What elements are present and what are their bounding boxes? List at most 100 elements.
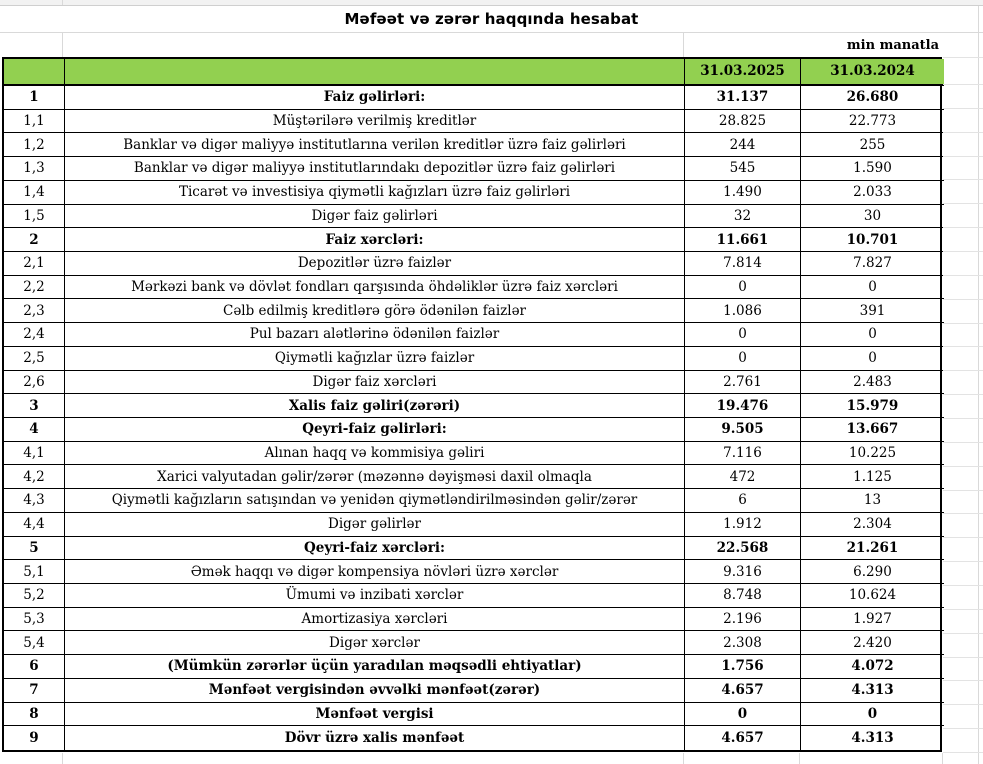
value-2025-cell[interactable]: 7.814 xyxy=(685,251,801,276)
value-2025-cell[interactable]: 32 xyxy=(685,204,801,229)
row-label-cell[interactable]: Əmək haqqı və digər kompensiya növləri ü… xyxy=(65,560,685,584)
value-2024-cell[interactable]: 255 xyxy=(801,133,944,158)
value-2025-cell[interactable]: 545 xyxy=(685,157,801,181)
value-2025-cell[interactable]: 7.116 xyxy=(685,441,801,466)
header-cell-number[interactable] xyxy=(4,59,65,86)
row-label-cell[interactable]: Dövr üzrə xalis mənfəət xyxy=(65,726,685,750)
row-label-cell[interactable]: Digər faiz gəlirləri xyxy=(65,204,685,229)
value-2025-cell[interactable]: 6 xyxy=(685,489,801,513)
row-number-cell[interactable]: 5,1 xyxy=(4,560,65,584)
value-2024-cell[interactable]: 391 xyxy=(801,299,944,324)
value-2024-cell[interactable]: 0 xyxy=(801,323,944,347)
value-2025-cell[interactable]: 0 xyxy=(685,346,801,371)
value-2025-cell[interactable]: 1.912 xyxy=(685,512,801,537)
row-number-cell[interactable]: 2,2 xyxy=(4,275,65,300)
row-label-cell[interactable]: Mərkəzi bank və dövlət fondları qarşısın… xyxy=(65,275,685,300)
value-2025-cell[interactable]: 4.657 xyxy=(685,678,801,703)
value-2024-cell[interactable]: 4.313 xyxy=(801,679,944,703)
row-label-cell[interactable]: Depozitlər üzrə faizlər xyxy=(65,251,685,276)
value-2024-cell[interactable]: 1.590 xyxy=(801,157,944,181)
row-number-cell[interactable]: 4,4 xyxy=(4,512,65,537)
row-number-cell[interactable]: 1,5 xyxy=(4,204,65,229)
value-2024-cell[interactable]: 22.773 xyxy=(801,110,944,134)
row-label-cell[interactable]: Digər gəlirlər xyxy=(65,512,685,537)
value-2025-cell[interactable]: 11.661 xyxy=(685,228,801,252)
value-2024-cell[interactable]: 7.827 xyxy=(801,252,944,276)
value-2024-cell[interactable]: 13.667 xyxy=(801,418,944,442)
value-2025-cell[interactable]: 472 xyxy=(685,465,801,490)
value-2024-cell[interactable]: 2.420 xyxy=(801,631,944,656)
value-2025-cell[interactable]: 2.308 xyxy=(685,631,801,656)
value-2025-cell[interactable]: 22.568 xyxy=(685,536,801,561)
row-label-cell[interactable]: Faiz xərcləri: xyxy=(65,228,685,252)
value-2025-cell[interactable]: 19.476 xyxy=(685,394,801,418)
row-label-cell[interactable]: Pul bazarı alətlərinə ödənilən faizlər xyxy=(65,323,685,347)
row-number-cell[interactable]: 5 xyxy=(4,536,65,561)
row-number-cell[interactable]: 8 xyxy=(4,702,65,727)
value-2025-cell[interactable]: 0 xyxy=(685,275,801,300)
unit-note[interactable]: min manatla xyxy=(846,37,939,53)
row-number-cell[interactable]: 2,1 xyxy=(4,251,65,276)
value-2025-cell[interactable]: 0 xyxy=(685,702,801,727)
row-label-cell[interactable]: Banklar və digər maliyyə institutlarında… xyxy=(65,157,685,181)
value-2024-cell[interactable]: 2.483 xyxy=(801,371,944,395)
value-2025-cell[interactable]: 28.825 xyxy=(685,109,801,134)
header-cell-date-2024[interactable]: 31.03.2024 xyxy=(801,59,944,86)
header-cell-date-2025[interactable]: 31.03.2025 xyxy=(685,59,801,86)
value-2024-cell[interactable]: 4.072 xyxy=(801,655,944,679)
row-label-cell[interactable]: Qeyri-faiz gəlirləri: xyxy=(65,417,685,442)
row-number-cell[interactable]: 5,2 xyxy=(4,583,65,608)
value-2024-cell[interactable]: 10.701 xyxy=(801,228,944,252)
row-label-cell[interactable]: Digər faiz xərcləri xyxy=(65,370,685,395)
value-2025-cell[interactable]: 2.761 xyxy=(685,370,801,395)
value-2024-cell[interactable]: 1.125 xyxy=(801,465,944,490)
value-2025-cell[interactable]: 244 xyxy=(685,133,801,158)
row-label-cell[interactable]: Faiz gəlirləri: xyxy=(65,86,685,110)
report-title[interactable]: Məfəət və zərər haqqında hesabat xyxy=(344,10,639,28)
row-number-cell[interactable]: 6 xyxy=(4,655,65,679)
value-2025-cell[interactable]: 1.490 xyxy=(685,180,801,205)
value-2024-cell[interactable]: 4.313 xyxy=(851,730,894,747)
value-2024-cell[interactable]: 13 xyxy=(801,489,944,513)
row-label-cell[interactable]: Ümumi və inzibati xərclər xyxy=(65,583,685,608)
value-2024-cell[interactable]: 1.927 xyxy=(801,608,944,632)
row-number-cell[interactable]: 1 xyxy=(4,86,65,110)
row-label-cell[interactable]: Xarici valyutadan gəlir/zərər (məzənnə d… xyxy=(65,465,685,490)
row-number-cell[interactable]: 3 xyxy=(4,394,65,418)
row-label-cell[interactable]: Qiymətli kağızlar üzrə faizlər xyxy=(65,346,685,371)
value-2025-cell[interactable]: 9.505 xyxy=(685,417,801,442)
row-number-cell[interactable]: 1,3 xyxy=(4,157,65,181)
row-number-cell[interactable]: 4,3 xyxy=(4,489,65,513)
row-number-cell[interactable]: 4 xyxy=(4,417,65,442)
value-2024-cell[interactable]: 10.624 xyxy=(801,584,944,608)
row-number-cell[interactable]: 5,4 xyxy=(4,631,65,656)
value-2024-cell[interactable]: 0 xyxy=(801,703,944,727)
value-2025-cell[interactable]: 2.196 xyxy=(685,607,801,632)
value-2025-cell[interactable]: 31.137 xyxy=(685,86,801,110)
value-2025-cell[interactable]: 4.657 xyxy=(685,726,801,750)
row-number-cell[interactable]: 4,1 xyxy=(4,441,65,466)
row-label-cell[interactable]: Qeyri-faiz xərcləri: xyxy=(65,536,685,561)
row-label-cell[interactable]: Banklar və digər maliyyə institutlarına … xyxy=(65,133,685,158)
value-2025-cell[interactable]: 1.086 xyxy=(685,299,801,324)
value-2024-cell[interactable]: 0 xyxy=(801,276,944,300)
row-number-cell[interactable]: 4,2 xyxy=(4,465,65,490)
row-label-cell[interactable]: Cəlb edilmiş kreditlərə görə ödənilən fa… xyxy=(65,299,685,324)
row-label-cell[interactable]: Xalis faiz gəliri(zərəri) xyxy=(65,394,685,418)
value-2024-cell[interactable]: 2.033 xyxy=(801,181,944,205)
value-2024-cell[interactable]: 0 xyxy=(801,347,944,371)
value-2025-cell[interactable]: 8.748 xyxy=(685,583,801,608)
row-label-cell[interactable]: Müştərilərə verilmiş kreditlər xyxy=(65,109,685,134)
row-number-cell[interactable]: 5,3 xyxy=(4,607,65,632)
row-number-cell[interactable]: 2 xyxy=(4,228,65,252)
value-2024-cell[interactable]: 2.304 xyxy=(801,513,944,537)
header-cell-description[interactable] xyxy=(65,59,685,86)
value-2024-cell[interactable]: 26.680 xyxy=(801,86,944,110)
row-number-cell[interactable]: 9 xyxy=(4,726,65,750)
row-number-cell[interactable]: 2,6 xyxy=(4,370,65,395)
value-2024-cell[interactable]: 10.225 xyxy=(801,442,944,466)
row-label-cell[interactable]: Digər xərclər xyxy=(65,631,685,656)
row-label-cell[interactable]: Ticarət və investisiya qiymətli kağızlar… xyxy=(65,180,685,205)
value-2025-cell[interactable]: 9.316 xyxy=(685,560,801,584)
row-label-cell[interactable]: Alınan haqq və kommisiya gəliri xyxy=(65,441,685,466)
